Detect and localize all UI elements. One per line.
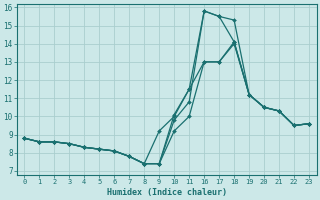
- X-axis label: Humidex (Indice chaleur): Humidex (Indice chaleur): [107, 188, 227, 197]
